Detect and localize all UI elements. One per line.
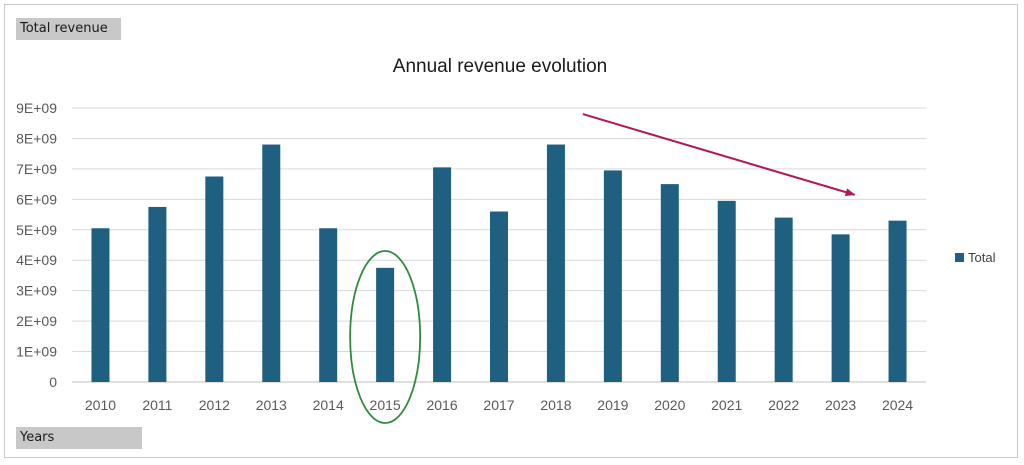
y-tick-label: 6E+09 <box>16 191 57 207</box>
bar-2024 <box>888 220 907 382</box>
x-tick-label: 2020 <box>654 397 685 413</box>
trend-arrow <box>582 113 856 197</box>
legend-swatch <box>955 253 964 262</box>
x-tick-label: 2013 <box>256 397 287 413</box>
x-tick-label: 2010 <box>85 397 116 413</box>
chart-title: Annual revenue evolution <box>393 56 607 77</box>
legend-label: Total <box>968 250 996 265</box>
bar-2019 <box>603 170 622 382</box>
x-tick-label: 2011 <box>142 397 172 413</box>
x-tick-label: 2017 <box>483 397 514 413</box>
x-tick-label: 2012 <box>199 397 230 413</box>
x-tick-label: 2018 <box>540 397 571 413</box>
bar-2017 <box>490 211 508 382</box>
bar-2020 <box>660 184 679 382</box>
x-tick-label: 2015 <box>370 397 401 413</box>
bar-2018 <box>546 144 565 382</box>
annotations <box>349 113 856 424</box>
y-tick-label: 2E+09 <box>16 313 57 329</box>
bar-2012 <box>205 176 224 382</box>
bar-2010 <box>91 228 110 382</box>
highlight-ellipse <box>349 250 422 424</box>
legend: Total <box>955 250 996 265</box>
bar-2021 <box>717 200 736 382</box>
bar-2014 <box>319 228 338 382</box>
bars <box>91 144 907 382</box>
x-tick-label: 2023 <box>825 397 856 413</box>
x-axis-ticks: 2010 2011 2012 2013 2014 2015 2016 2017 2018 2019… <box>85 397 913 413</box>
y-tick-label: 3E+09 <box>16 283 57 299</box>
y-tick-label: 5E+09 <box>16 222 57 238</box>
x-tick-label: 2019 <box>597 397 628 413</box>
y-tick-label: 8E+09 <box>16 130 57 146</box>
y-tick-label: 7E+09 <box>16 161 57 177</box>
bar-2023 <box>831 234 850 382</box>
x-tick-label: 2022 <box>768 397 799 413</box>
x-tick-label: 2021 <box>711 397 742 413</box>
y-tick-label: 9E+09 <box>16 100 57 116</box>
bar-2015 <box>376 267 395 382</box>
y-tick-label: 0 <box>49 374 57 390</box>
y-axis-ticks: 0 1E+09 2E+09 3E+09 4E+09 5E+09 6E+09 7E+09 8E+0… <box>16 100 57 390</box>
x-tick-label: 2016 <box>426 397 457 413</box>
bar-2013 <box>262 144 281 382</box>
x-tick-label: 2024 <box>882 397 913 413</box>
values-field-button[interactable]: Total revenue <box>16 18 121 40</box>
y-tick-label: 1E+09 <box>16 344 57 360</box>
y-tick-label: 4E+09 <box>16 252 57 268</box>
x-tick-label: 2014 <box>313 397 344 413</box>
bar-2016 <box>433 167 452 382</box>
bar-2022 <box>774 217 793 382</box>
axis-field-button[interactable]: Years <box>16 427 142 449</box>
bar-2011 <box>148 206 167 382</box>
